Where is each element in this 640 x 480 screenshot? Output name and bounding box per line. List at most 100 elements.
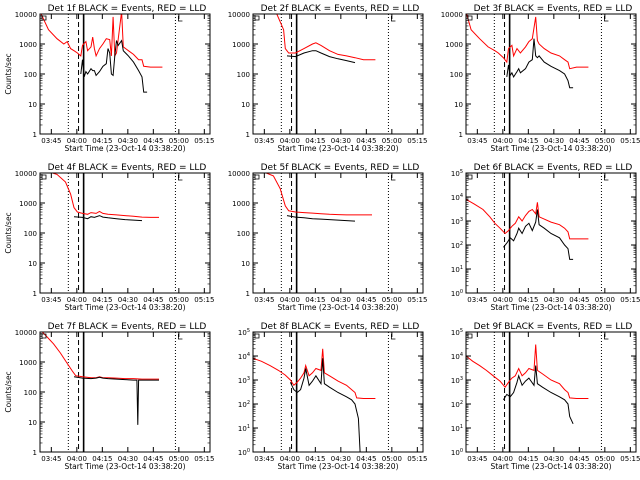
- panel-title: Det 4f BLACK = Events, RED = LLD: [48, 163, 207, 173]
- x-tick-label: 05:15: [194, 137, 214, 145]
- y-axis-label: Counts/sec: [4, 53, 13, 94]
- x-tick-label: 04:00: [67, 137, 87, 145]
- plot-frame: [252, 13, 424, 135]
- y-tick-label: 100: [451, 448, 463, 457]
- series-line-events: [503, 209, 574, 260]
- series-line-lld: [40, 14, 163, 68]
- x-tick-label: 05:00: [382, 137, 402, 145]
- x-tick-label: 03:45: [254, 296, 274, 304]
- x-tick-label: 04:15: [92, 137, 112, 145]
- panel-det-3f: Det 3f BLACK = Events, RED = LLD 1 10 100 10…: [441, 4, 640, 153]
- x-tick-label: 05:15: [620, 137, 640, 145]
- x-tick-label: 04:15: [305, 455, 325, 463]
- panel-title: Det 3f BLACK = Events, RED = LLD: [474, 4, 633, 14]
- x-tick-label: 04:30: [331, 296, 351, 304]
- x-tick-label: 05:00: [382, 455, 402, 463]
- y-tick-label: 10000: [15, 11, 37, 19]
- y-tick-label: 100: [451, 289, 463, 298]
- plot-frame: [252, 331, 424, 453]
- series-line-events: [80, 39, 148, 93]
- y-tick-label: 100: [237, 71, 250, 79]
- x-tick-label: 04:45: [356, 137, 376, 145]
- x-tick-label: 05:15: [407, 455, 427, 463]
- y-tick-label: 100: [24, 389, 37, 397]
- x-axis-label: Start Time (23-Oct-14 03:38:20): [64, 303, 185, 312]
- series-line-lld: [466, 14, 589, 70]
- x-tick-label: 04:15: [518, 137, 538, 145]
- x-tick-label: 05:15: [620, 296, 640, 304]
- x-axis-label: Start Time (23-Oct-14 03:38:20): [64, 144, 185, 153]
- series-line-events: [289, 358, 361, 452]
- x-tick-label: 04:30: [118, 455, 138, 463]
- panel-title: Det 6f BLACK = Events, RED = LLD: [474, 163, 633, 173]
- x-tick-label: 04:00: [280, 455, 300, 463]
- y-tick-label: 102: [451, 241, 463, 250]
- x-tick-label: 05:00: [169, 455, 189, 463]
- x-tick-label: 04:45: [143, 455, 163, 463]
- y-tick-label: 1000: [19, 200, 37, 208]
- y-tick-label: 1000: [19, 359, 37, 367]
- y-tick-label: 101: [451, 424, 463, 433]
- x-tick-label: 04:15: [92, 455, 112, 463]
- y-tick-label: 1: [33, 131, 37, 139]
- panel-det-7f: Det 7f BLACK = Events, RED = LLD 1 10 100 10…: [4, 322, 214, 471]
- series-line-events: [73, 215, 143, 222]
- series-line-events: [506, 38, 574, 89]
- y-tick-label: 105: [451, 328, 463, 337]
- panel-det-1f: Det 1f BLACK = Events, RED = LLD 1 10 100 10…: [4, 4, 214, 153]
- y-axis-label: Counts/sec: [4, 212, 13, 253]
- series-line-lld: [264, 173, 372, 216]
- x-tick-label: 05:15: [620, 455, 640, 463]
- plot-frame: [465, 331, 637, 453]
- x-tick-label: 05:00: [595, 455, 615, 463]
- x-tick-label: 03:45: [254, 137, 274, 145]
- x-tick-label: 04:00: [493, 455, 513, 463]
- x-tick-label: 05:00: [169, 296, 189, 304]
- y-tick-label: 1: [33, 449, 37, 457]
- y-tick-label: 1000: [445, 41, 463, 49]
- y-tick-label: 101: [451, 265, 463, 274]
- y-tick-label: 10000: [228, 170, 250, 178]
- x-tick-label: 04:00: [67, 296, 87, 304]
- x-tick-label: 04:45: [569, 137, 589, 145]
- y-tick-label: 10: [241, 101, 250, 109]
- y-tick-label: 103: [451, 376, 463, 385]
- x-tick-label: 04:45: [143, 296, 163, 304]
- series-line-events: [286, 215, 356, 222]
- y-tick-label: 1: [459, 131, 463, 139]
- y-tick-label: 104: [451, 352, 463, 361]
- panel-title: Det 5f BLACK = Events, RED = LLD: [261, 163, 420, 173]
- y-tick-label: 1000: [232, 41, 250, 49]
- x-axis-label: Start Time (23-Oct-14 03:38:20): [490, 462, 611, 471]
- x-tick-label: 04:45: [356, 296, 376, 304]
- panel-title: Det 2f BLACK = Events, RED = LLD: [261, 4, 420, 14]
- x-tick-label: 04:15: [92, 296, 112, 304]
- x-tick-label: 04:15: [305, 296, 325, 304]
- y-tick-label: 103: [451, 217, 463, 226]
- corner-marker: [467, 333, 473, 339]
- y-tick-label: 104: [451, 193, 463, 202]
- y-tick-label: 10000: [441, 11, 463, 19]
- plot-frame: [465, 172, 637, 294]
- y-axis-label: Counts/sec: [4, 371, 13, 412]
- series-line-lld: [272, 14, 376, 61]
- x-tick-label: 04:30: [331, 137, 351, 145]
- x-tick-label: 04:30: [544, 296, 564, 304]
- series-line-lld: [50, 173, 159, 218]
- x-tick-label: 04:15: [518, 296, 538, 304]
- x-tick-label: 04:45: [356, 455, 376, 463]
- panel-title: Det 9f BLACK = Events, RED = LLD: [474, 322, 633, 332]
- corner-marker: [467, 174, 473, 180]
- y-tick-label: 1: [33, 290, 37, 298]
- y-tick-label: 1: [246, 290, 250, 298]
- y-tick-label: 102: [238, 400, 250, 409]
- x-tick-label: 05:15: [194, 296, 214, 304]
- y-tick-label: 10000: [15, 170, 37, 178]
- x-tick-label: 04:00: [280, 137, 300, 145]
- x-axis-label: Start Time (23-Oct-14 03:38:20): [490, 144, 611, 153]
- x-axis-label: Start Time (23-Oct-14 03:38:20): [277, 144, 398, 153]
- panel-title: Det 1f BLACK = Events, RED = LLD: [48, 4, 207, 14]
- corner-marker: [254, 15, 260, 21]
- series-line-lld: [253, 348, 376, 399]
- y-tick-label: 1: [246, 131, 250, 139]
